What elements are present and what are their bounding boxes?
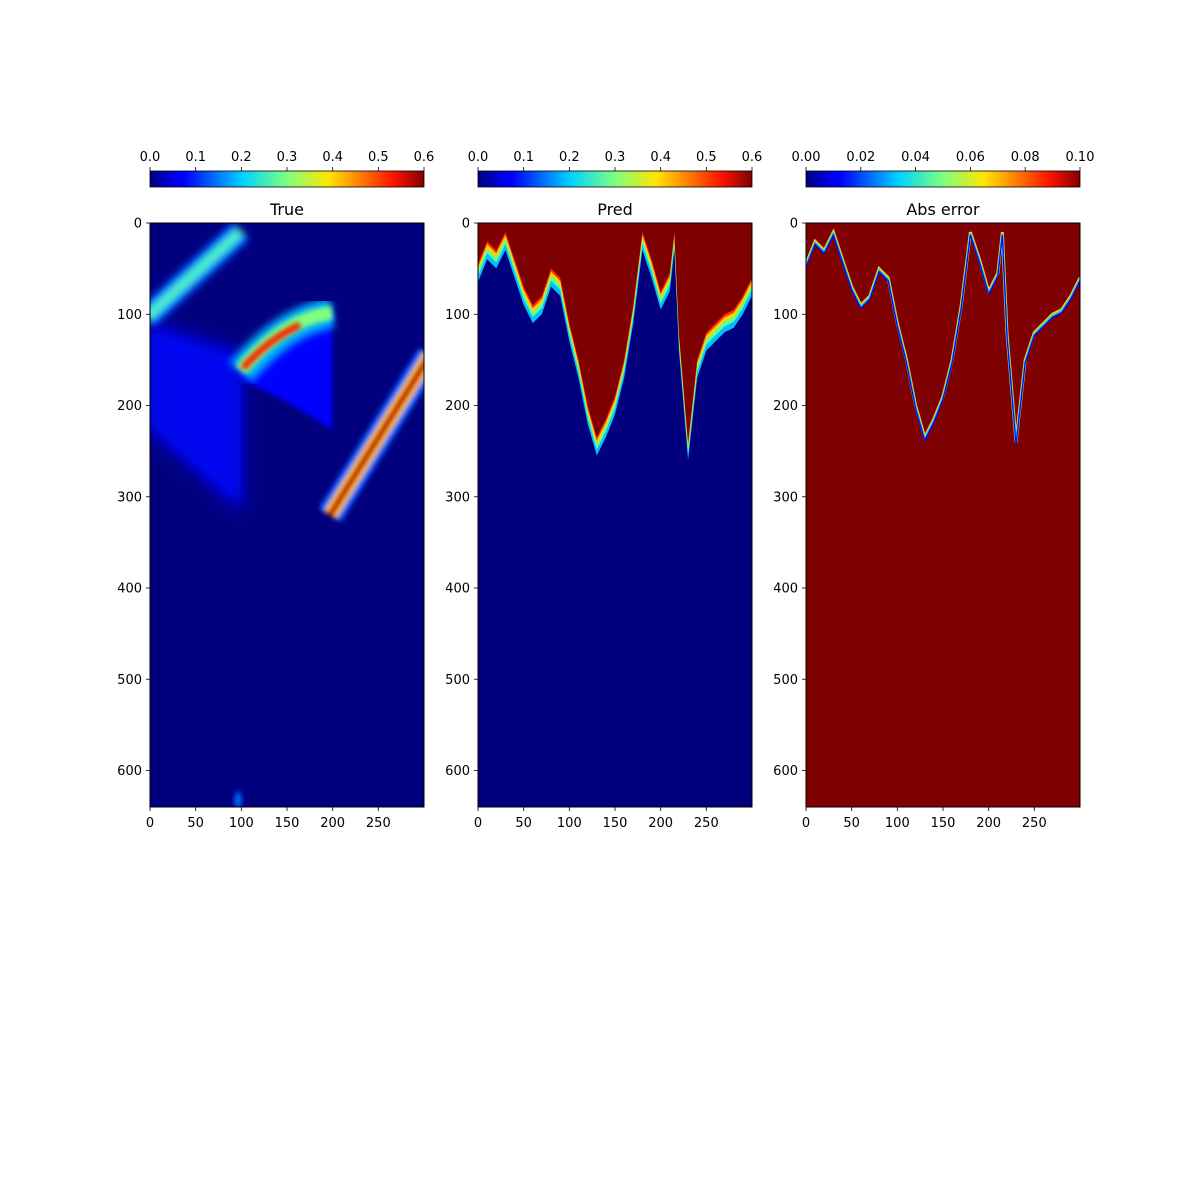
axes-true: 0 50 100 150 200 250 0 100 200 300 400 500 600 — [117, 217, 391, 832]
y-tick-label: 100 — [773, 308, 798, 323]
colorbar-tick-label: 0.02 — [846, 150, 875, 165]
chart-title-pred: Pred — [597, 200, 633, 219]
colorbar-pred-gradient — [477, 170, 753, 188]
colorbar-pred: 0.0 0.1 0.2 0.3 0.4 0.5 0.6 — [468, 150, 763, 188]
x-tick-label: 250 — [694, 816, 719, 831]
y-tick-label: 600 — [445, 764, 470, 779]
colorbar-tick-label: 0.2 — [559, 150, 580, 165]
heatmap-abs-error — [805, 222, 1081, 808]
colorbar-tick-label: 0.4 — [322, 150, 343, 165]
x-tick-label: 200 — [976, 816, 1001, 831]
colorbar-tick-label: 0.00 — [792, 150, 821, 165]
y-tick-label: 400 — [773, 582, 798, 597]
colorbar-tick-label: 0.08 — [1011, 150, 1040, 165]
colorbar-tick-label: 0.5 — [696, 150, 717, 165]
colorbar-tick-label: 0.1 — [185, 150, 206, 165]
y-tick-label: 100 — [445, 308, 470, 323]
x-tick-label: 0 — [474, 816, 482, 831]
feature-band-1 — [150, 223, 250, 327]
y-tick-label: 0 — [462, 217, 470, 232]
x-tick-label: 100 — [229, 816, 254, 831]
chart-title-abs-error: Abs error — [906, 200, 980, 219]
colorbar-tick-label: 0.4 — [650, 150, 671, 165]
y-tick-label: 300 — [445, 490, 470, 505]
panel-pred: 0.0 0.1 0.2 0.3 0.4 0.5 0.6 Pred 0 50 100 150 200 2… — [445, 150, 762, 831]
y-tick-label: 300 — [117, 490, 142, 505]
y-tick-label: 500 — [773, 673, 798, 688]
y-tick-label: 600 — [773, 764, 798, 779]
y-tick-label: 200 — [117, 399, 142, 414]
y-tick-label: 500 — [117, 673, 142, 688]
colorbar-pred-ticks: 0.0 0.1 0.2 0.3 0.4 0.5 0.6 — [468, 150, 763, 171]
colorbar-true-ticks: 0.0 0.1 0.2 0.3 0.4 0.5 0.6 — [140, 150, 435, 171]
colorbar-abs-error-ticks: 0.00 0.02 0.04 0.06 0.08 0.10 — [792, 150, 1095, 171]
error-line — [806, 233, 1080, 446]
x-tick-label: 150 — [931, 816, 956, 831]
colorbar-true-gradient — [149, 170, 425, 188]
colorbar-tick-label: 0.5 — [368, 150, 389, 165]
y-tick-label: 200 — [773, 399, 798, 414]
colorbar-abs-error: 0.00 0.02 0.04 0.06 0.08 0.10 — [792, 150, 1095, 188]
colorbar-tick-label: 0.10 — [1066, 150, 1095, 165]
y-tick-label: 300 — [773, 490, 798, 505]
y-tick-label: 400 — [117, 582, 142, 597]
colorbar-tick-label: 0.04 — [901, 150, 930, 165]
colorbar-tick-label: 0.0 — [140, 150, 161, 165]
axes-pred: 0 50 100 150 200 250 0 100 200 300 400 500 600 — [445, 217, 719, 832]
axes-abs-error: 0 50 100 150 200 250 0 100 200 300 400 500 600 — [773, 217, 1047, 832]
y-tick-label: 200 — [445, 399, 470, 414]
feature-band-2 — [318, 348, 424, 522]
y-tick-label: 100 — [117, 308, 142, 323]
y-tick-label: 600 — [117, 764, 142, 779]
x-tick-label: 250 — [366, 816, 391, 831]
colorbar-true: 0.0 0.1 0.2 0.3 0.4 0.5 0.6 — [140, 150, 435, 188]
x-tick-label: 200 — [648, 816, 673, 831]
panel-true: 0.0 0.1 0.2 0.3 0.4 0.5 0.6 True — [117, 150, 434, 831]
x-tick-label: 200 — [320, 816, 345, 831]
colorbar-tick-label: 0.6 — [414, 150, 435, 165]
feature-curved-fan — [229, 298, 335, 430]
y-tick-label: 500 — [445, 673, 470, 688]
colorbar-tick-label: 0.3 — [277, 150, 298, 165]
colorbar-tick-label: 0.6 — [742, 150, 763, 165]
x-tick-label: 0 — [802, 816, 810, 831]
x-tick-label: 250 — [1022, 816, 1047, 831]
pred-saturated-region — [478, 223, 752, 460]
x-tick-label: 100 — [885, 816, 910, 831]
error-boundary-lines — [806, 228, 1080, 446]
colorbar-tick-label: 0.3 — [605, 150, 626, 165]
pred-contour-layer — [478, 223, 752, 442]
x-tick-label: 50 — [515, 816, 532, 831]
x-tick-label: 150 — [603, 816, 628, 831]
x-tick-label: 0 — [146, 816, 154, 831]
colorbar-abs-error-gradient — [805, 170, 1081, 188]
panel-abs-error: 0.00 0.02 0.04 0.06 0.08 0.10 Abs error 0 50 10… — [773, 150, 1094, 831]
x-tick-label: 50 — [843, 816, 860, 831]
x-tick-label: 100 — [557, 816, 582, 831]
y-tick-label: 400 — [445, 582, 470, 597]
heatmap-true — [149, 222, 425, 808]
heatmap-pred — [477, 222, 753, 808]
chart-title-true: True — [269, 200, 304, 219]
x-tick-label: 150 — [275, 816, 300, 831]
y-tick-label: 0 — [790, 217, 798, 232]
colorbar-tick-label: 0.2 — [231, 150, 252, 165]
y-tick-label: 0 — [134, 217, 142, 232]
colorbar-tick-label: 0.1 — [513, 150, 534, 165]
x-tick-label: 50 — [187, 816, 204, 831]
colorbar-tick-label: 0.0 — [468, 150, 489, 165]
colorbar-tick-label: 0.06 — [956, 150, 985, 165]
